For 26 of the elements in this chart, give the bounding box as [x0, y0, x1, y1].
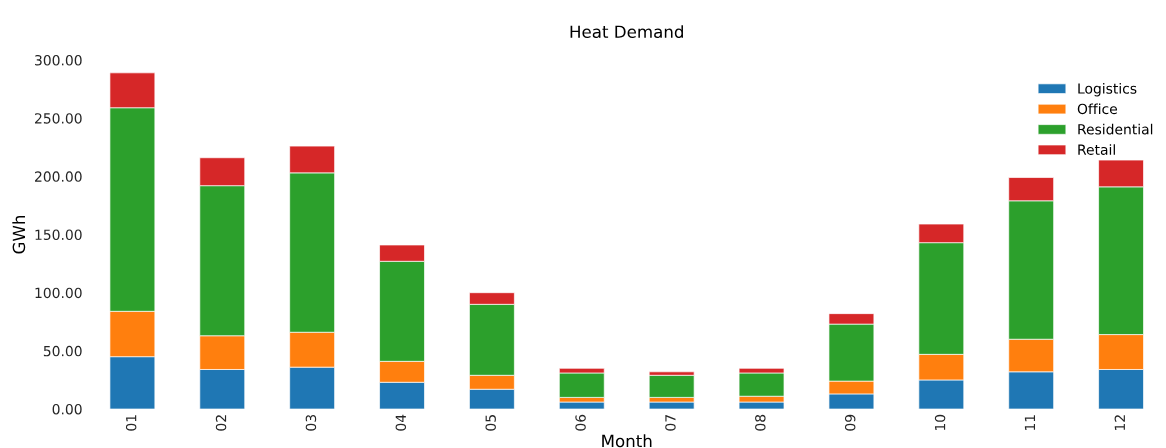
legend-label: Retail: [1078, 144, 1115, 155]
chart-title: Heat Demand: [570, 25, 683, 39]
x-tick-label: 09: [844, 414, 856, 431]
x-tick-label: 12: [1114, 415, 1125, 431]
x-tick-label: 04: [395, 414, 407, 431]
x-tick-label: 10: [934, 414, 946, 431]
y-tick-label: 100.00: [35, 287, 82, 299]
x-tick-label: 03: [305, 415, 317, 431]
x-tick-label: 06: [575, 414, 586, 431]
x-axis-title: Month: [602, 434, 652, 448]
x-tick-label: 02: [215, 415, 227, 431]
y-tick-label: 0.00: [52, 403, 82, 415]
y-tick-label: 200.00: [35, 171, 82, 182]
y-tick-label: 150.00: [35, 229, 82, 240]
legend-label: Residential: [1078, 123, 1153, 135]
x-tick-label: 08: [755, 414, 766, 431]
legend-label: Office: [1077, 103, 1118, 115]
y-axis-title: GWh: [12, 215, 26, 254]
y-tick-label: 300.00: [35, 55, 82, 66]
x-tick-label: 07: [665, 415, 676, 431]
y-tick-label: 250.00: [35, 113, 82, 124]
legend-label: Logistics: [1078, 83, 1137, 97]
x-tick-label: 01: [125, 415, 137, 431]
x-tick-label: 05: [485, 415, 496, 431]
y-tick-label: 50.00: [43, 345, 82, 357]
x-tick-label: 11: [1024, 415, 1036, 431]
